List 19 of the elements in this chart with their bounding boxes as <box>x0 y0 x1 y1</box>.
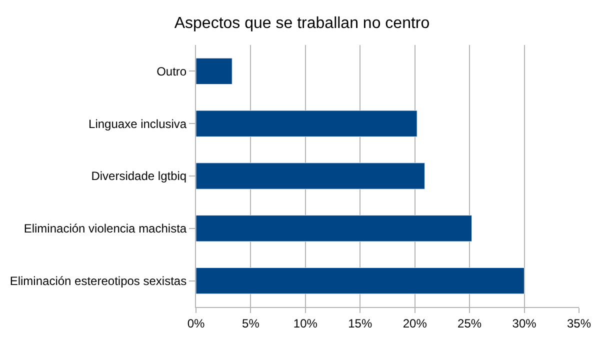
bar <box>196 267 525 294</box>
x-tick-label: 35% <box>566 316 592 330</box>
x-tick-label: 0% <box>187 316 205 330</box>
x-tick-label: 15% <box>348 316 372 330</box>
x-tick-label: 30% <box>512 316 537 330</box>
y-tick-label: Eliminación estereotipos sexistas <box>10 274 187 288</box>
chart-title: Aspectos que se traballan no centro <box>174 15 430 32</box>
y-tick-label: Diversidade lgtbiq <box>91 169 187 184</box>
x-tick-label: 5% <box>242 316 260 330</box>
bar <box>196 162 425 190</box>
bar <box>196 58 232 85</box>
bar <box>196 110 418 137</box>
x-tick-label: 20% <box>402 316 428 330</box>
y-tick-label: Linguaxe inclusiva <box>88 116 187 131</box>
bar <box>196 215 472 242</box>
y-tick-label: Eliminación violencia machista <box>24 222 187 236</box>
y-tick-label: Outro <box>156 64 187 78</box>
x-tick-label: 10% <box>293 316 318 330</box>
x-tick-label: 25% <box>458 316 482 330</box>
